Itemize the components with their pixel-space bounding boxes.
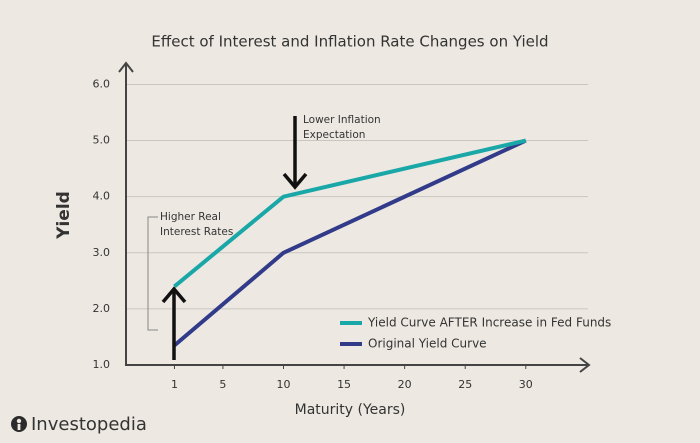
x-tick-label: 15 (337, 378, 351, 391)
x-axis-label: Maturity (Years) (295, 402, 406, 418)
y-tick-label: 2.0 (93, 302, 111, 315)
annotation: Expectation (303, 129, 365, 141)
brand: Investopedia (31, 414, 147, 435)
y-axis-label: Yield (54, 191, 74, 240)
chart-title: Effect of Interest and Inflation Rate Ch… (151, 33, 548, 51)
x-tick-label: 5 (219, 378, 226, 391)
legend-label: Yield Curve AFTER Increase in Fed Funds (367, 316, 611, 330)
y-tick-label: 5.0 (93, 134, 111, 147)
bracket (147, 216, 158, 331)
y-tick-label: 6.0 (93, 77, 111, 90)
series-line (173, 138, 527, 288)
arrow-up (161, 286, 187, 360)
y-tick-label: 1.0 (93, 358, 111, 371)
x-tick-label: 1 (171, 378, 178, 391)
x-tick-label: 20 (398, 378, 412, 391)
series-line (173, 138, 527, 347)
x-tick-label: 25 (458, 378, 472, 391)
x-tick-label: 10 (276, 378, 290, 391)
axes (118, 61, 591, 373)
y-tick-label: 4.0 (93, 190, 111, 203)
y-tick-label: 3.0 (93, 246, 111, 259)
arrow-down (282, 116, 308, 190)
annotation: Interest Rates (160, 226, 233, 238)
logo: Investopedia (11, 414, 147, 435)
legend-label: Original Yield Curve (368, 337, 487, 351)
x-tick-label: 30 (519, 378, 533, 391)
annotation: Lower Inflation (303, 114, 381, 126)
annotation: Higher Real (160, 211, 221, 223)
